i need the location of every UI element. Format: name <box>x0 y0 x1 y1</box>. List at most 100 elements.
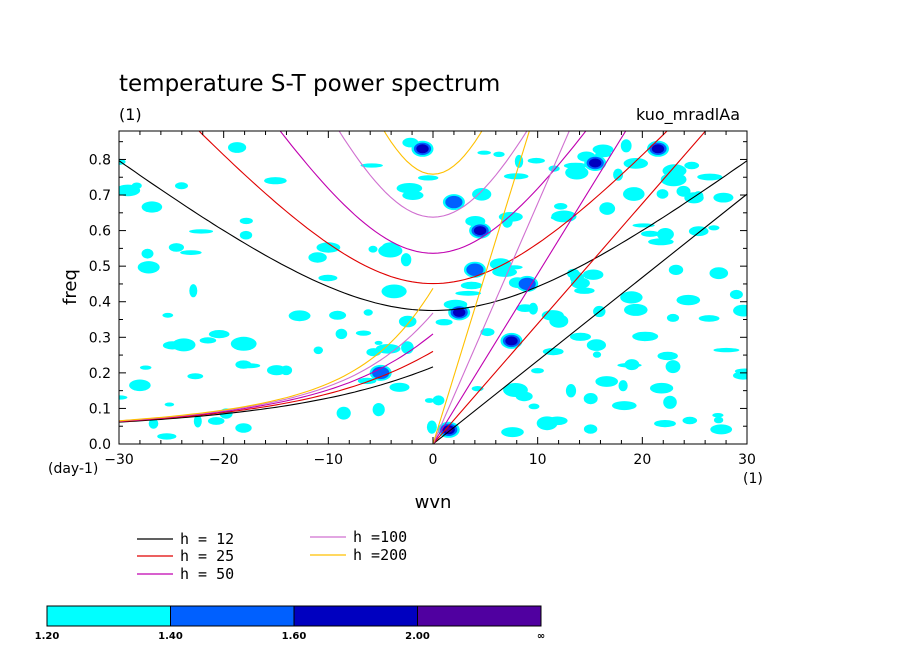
y-axis-label: freq <box>60 269 81 305</box>
contour-blob <box>426 420 437 434</box>
contour-blob <box>189 229 214 234</box>
contour-blob <box>531 368 544 374</box>
contour-blob <box>164 402 175 407</box>
contour-blob <box>208 330 230 339</box>
legend-label: h = 12 <box>180 530 234 548</box>
contour-blob <box>193 415 202 428</box>
contour-blob <box>663 395 677 409</box>
contour-blob <box>623 187 645 201</box>
contour-blob <box>493 151 505 157</box>
contour-blob <box>168 243 184 252</box>
contour-blob <box>503 173 529 180</box>
x-tick-label: 0 <box>429 452 438 468</box>
contour-blob <box>489 258 512 271</box>
contour-blob <box>592 144 614 155</box>
colorbar-segment <box>417 605 542 627</box>
contour-blob <box>424 398 435 403</box>
contour-blob <box>648 238 674 246</box>
contour-blob <box>554 203 568 210</box>
contour-blob <box>119 184 141 197</box>
contour-peak <box>473 226 487 236</box>
contour-peak <box>505 336 518 346</box>
contour-blob <box>617 363 642 368</box>
contour-blob <box>162 341 182 350</box>
contour-blob <box>228 142 247 153</box>
units-label: (1) <box>119 105 142 124</box>
y-tick-label: 0.5 <box>89 259 111 275</box>
x-unit-label: (1) <box>743 471 763 487</box>
contour-blob <box>623 158 648 169</box>
contour-blob <box>632 331 659 342</box>
contour-blob <box>733 371 747 380</box>
contour-blob <box>656 189 669 199</box>
contour-peak <box>651 144 665 154</box>
contour-blob <box>157 433 177 440</box>
x-tick-label: 10 <box>529 452 547 468</box>
contour-blob <box>396 183 423 194</box>
contour-blob <box>708 225 720 231</box>
contour-blob <box>565 165 589 180</box>
contour-peak <box>416 144 429 154</box>
contour-blob <box>676 294 701 306</box>
contour-blob <box>199 337 217 344</box>
contour-blob <box>650 382 674 394</box>
axis-ticks <box>118 131 748 445</box>
contour-blob <box>586 339 607 351</box>
contour-blob <box>501 427 524 438</box>
contour-blob <box>141 248 154 259</box>
contour-blob <box>137 261 160 274</box>
contour-blob <box>357 377 377 385</box>
contour-blob <box>698 315 720 322</box>
y-tick-label: 0.0 <box>89 437 111 453</box>
contour-blob <box>684 161 700 170</box>
contour-blob <box>565 384 577 398</box>
contour-blob <box>656 228 674 241</box>
contour-blob <box>613 168 624 181</box>
y-unit-label: (day-1) <box>48 461 98 477</box>
colorbar-label: 1.40 <box>158 631 183 642</box>
contour-blob <box>501 214 513 228</box>
contour-blob <box>599 202 616 215</box>
contour-blob <box>381 284 407 299</box>
contour-blob <box>709 267 729 280</box>
contour-blob <box>239 217 253 225</box>
contour-blob <box>472 188 492 201</box>
contour-blob <box>187 373 204 380</box>
contour-blob <box>665 360 681 374</box>
contour-blob <box>235 360 252 369</box>
contour-blob <box>119 158 126 165</box>
contour-blob <box>620 291 643 304</box>
contour-blob <box>329 310 347 320</box>
y-tick-label: 0.1 <box>89 401 111 417</box>
contour-blob <box>620 139 632 153</box>
dispersion-curve <box>432 131 530 444</box>
colorbar-label: 1.20 <box>35 631 60 642</box>
dispersion-curve <box>383 131 483 175</box>
contour-blob <box>378 244 403 258</box>
legend-label: h =100 <box>353 528 407 546</box>
dispersion-curve <box>338 131 528 218</box>
contour-blob <box>477 150 492 155</box>
contour-blob <box>318 274 338 282</box>
contour-blob <box>668 264 684 275</box>
contour-blob <box>583 393 598 405</box>
dispersion-curve <box>432 193 747 444</box>
contour-blob <box>432 395 445 406</box>
contour-blob <box>542 348 564 356</box>
contour-blob <box>368 245 378 253</box>
dispersion-curve <box>432 131 707 444</box>
contour-blob <box>374 340 383 345</box>
contour-blob <box>713 347 740 353</box>
contour-peak <box>445 195 463 209</box>
contour-field <box>119 137 747 440</box>
contour-blob <box>618 380 628 392</box>
y-tick-labels: 0.0 0.1 0.2 0.3 0.4 0.5 0.6 0.7 0.8 <box>89 152 111 453</box>
contour-blob <box>574 287 595 294</box>
contour-blob <box>660 172 687 187</box>
contour-blob <box>418 175 439 181</box>
y-tick-label: 0.6 <box>89 224 111 240</box>
case-label: kuo_mradlAa <box>636 105 740 125</box>
y-tick-label: 0.4 <box>89 295 111 311</box>
contour-blob <box>528 403 540 410</box>
contour-blob <box>710 424 733 435</box>
